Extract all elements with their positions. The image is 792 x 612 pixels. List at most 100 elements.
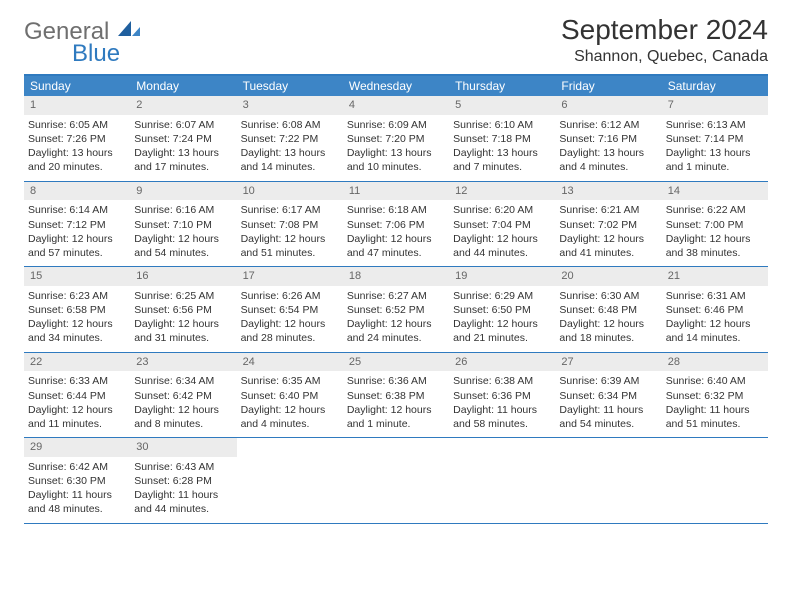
day-number: 11 [343, 182, 449, 201]
day-cell: 3Sunrise: 6:08 AMSunset: 7:22 PMDaylight… [237, 96, 343, 181]
day-line-d1: Daylight: 12 hours [24, 403, 130, 417]
day-line-ss: Sunset: 6:46 PM [662, 303, 768, 317]
day-line-d2: and 51 minutes. [662, 417, 768, 431]
day-header-row: SundayMondayTuesdayWednesdayThursdayFrid… [24, 76, 768, 96]
day-cell: 17Sunrise: 6:26 AMSunset: 6:54 PMDayligh… [237, 267, 343, 352]
day-line-d1: Daylight: 11 hours [130, 488, 236, 502]
day-line-ss: Sunset: 7:00 PM [662, 218, 768, 232]
day-line-d2: and 41 minutes. [555, 246, 661, 260]
day-line-ss: Sunset: 7:04 PM [449, 218, 555, 232]
day-line-ss: Sunset: 7:24 PM [130, 132, 236, 146]
week-row: 15Sunrise: 6:23 AMSunset: 6:58 PMDayligh… [24, 267, 768, 353]
day-line-d2: and 20 minutes. [24, 160, 130, 174]
day-line-d1: Daylight: 12 hours [343, 403, 449, 417]
day-line-d2: and 7 minutes. [449, 160, 555, 174]
day-number: 12 [449, 182, 555, 201]
day-line-d1: Daylight: 12 hours [24, 232, 130, 246]
day-line-ss: Sunset: 6:50 PM [449, 303, 555, 317]
day-line-ss: Sunset: 6:38 PM [343, 389, 449, 403]
day-cell: 9Sunrise: 6:16 AMSunset: 7:10 PMDaylight… [130, 182, 236, 267]
day-number: 20 [555, 267, 661, 286]
day-line-d2: and 31 minutes. [130, 331, 236, 345]
day-line-d1: Daylight: 13 hours [662, 146, 768, 160]
day-cell: 26Sunrise: 6:38 AMSunset: 6:36 PMDayligh… [449, 353, 555, 438]
day-cell: 28Sunrise: 6:40 AMSunset: 6:32 PMDayligh… [662, 353, 768, 438]
day-line-d1: Daylight: 12 hours [662, 232, 768, 246]
day-line-d1: Daylight: 12 hours [130, 403, 236, 417]
day-line-d1: Daylight: 13 hours [24, 146, 130, 160]
day-line-d1: Daylight: 12 hours [555, 317, 661, 331]
day-line-sr: Sunrise: 6:31 AM [662, 289, 768, 303]
day-line-d1: Daylight: 12 hours [555, 232, 661, 246]
logo-sail-icon [118, 21, 140, 44]
day-number: 16 [130, 267, 236, 286]
day-line-sr: Sunrise: 6:23 AM [24, 289, 130, 303]
day-line-sr: Sunrise: 6:42 AM [24, 460, 130, 474]
day-cell: 18Sunrise: 6:27 AMSunset: 6:52 PMDayligh… [343, 267, 449, 352]
day-header: Friday [555, 76, 661, 96]
day-line-sr: Sunrise: 6:17 AM [237, 203, 343, 217]
day-line-sr: Sunrise: 6:33 AM [24, 374, 130, 388]
day-line-d2: and 38 minutes. [662, 246, 768, 260]
day-line-sr: Sunrise: 6:38 AM [449, 374, 555, 388]
day-line-sr: Sunrise: 6:43 AM [130, 460, 236, 474]
day-cell: 23Sunrise: 6:34 AMSunset: 6:42 PMDayligh… [130, 353, 236, 438]
day-line-d2: and 18 minutes. [555, 331, 661, 345]
day-number: 21 [662, 267, 768, 286]
day-line-d2: and 4 minutes. [237, 417, 343, 431]
day-line-sr: Sunrise: 6:12 AM [555, 118, 661, 132]
day-number: 4 [343, 96, 449, 115]
day-line-d2: and 47 minutes. [343, 246, 449, 260]
day-line-d1: Daylight: 13 hours [555, 146, 661, 160]
day-line-sr: Sunrise: 6:34 AM [130, 374, 236, 388]
day-cell: 21Sunrise: 6:31 AMSunset: 6:46 PMDayligh… [662, 267, 768, 352]
day-cell: 7Sunrise: 6:13 AMSunset: 7:14 PMDaylight… [662, 96, 768, 181]
day-line-sr: Sunrise: 6:29 AM [449, 289, 555, 303]
day-cell: 12Sunrise: 6:20 AMSunset: 7:04 PMDayligh… [449, 182, 555, 267]
day-line-d1: Daylight: 13 hours [343, 146, 449, 160]
day-line-d1: Daylight: 12 hours [237, 317, 343, 331]
day-cell: 6Sunrise: 6:12 AMSunset: 7:16 PMDaylight… [555, 96, 661, 181]
day-line-sr: Sunrise: 6:05 AM [24, 118, 130, 132]
day-line-d1: Daylight: 11 hours [662, 403, 768, 417]
day-line-ss: Sunset: 6:32 PM [662, 389, 768, 403]
day-number: 13 [555, 182, 661, 201]
day-line-ss: Sunset: 7:22 PM [237, 132, 343, 146]
day-header: Saturday [662, 76, 768, 96]
day-cell: 19Sunrise: 6:29 AMSunset: 6:50 PMDayligh… [449, 267, 555, 352]
day-line-d2: and 44 minutes. [130, 502, 236, 516]
day-number: 27 [555, 353, 661, 372]
day-line-ss: Sunset: 6:40 PM [237, 389, 343, 403]
day-line-d1: Daylight: 11 hours [24, 488, 130, 502]
day-number: 25 [343, 353, 449, 372]
day-number: 7 [662, 96, 768, 115]
day-line-d1: Daylight: 12 hours [24, 317, 130, 331]
day-line-d1: Daylight: 13 hours [449, 146, 555, 160]
day-line-d2: and 10 minutes. [343, 160, 449, 174]
day-line-d2: and 48 minutes. [24, 502, 130, 516]
day-cell [555, 438, 661, 523]
day-line-ss: Sunset: 6:30 PM [24, 474, 130, 488]
day-line-d1: Daylight: 12 hours [237, 403, 343, 417]
day-line-d1: Daylight: 11 hours [449, 403, 555, 417]
day-line-ss: Sunset: 7:26 PM [24, 132, 130, 146]
day-number: 26 [449, 353, 555, 372]
day-line-d1: Daylight: 12 hours [449, 317, 555, 331]
day-number: 14 [662, 182, 768, 201]
day-cell: 24Sunrise: 6:35 AMSunset: 6:40 PMDayligh… [237, 353, 343, 438]
brand-blue: Blue [72, 42, 140, 66]
day-header: Tuesday [237, 76, 343, 96]
day-line-d1: Daylight: 12 hours [449, 232, 555, 246]
day-number: 1 [24, 96, 130, 115]
day-number: 30 [130, 438, 236, 457]
day-number: 6 [555, 96, 661, 115]
day-line-d2: and 24 minutes. [343, 331, 449, 345]
day-line-sr: Sunrise: 6:36 AM [343, 374, 449, 388]
day-number: 10 [237, 182, 343, 201]
day-line-sr: Sunrise: 6:25 AM [130, 289, 236, 303]
day-number: 5 [449, 96, 555, 115]
location: Shannon, Quebec, Canada [561, 48, 768, 66]
day-line-ss: Sunset: 7:18 PM [449, 132, 555, 146]
title-block: September 2024 Shannon, Quebec, Canada [561, 14, 768, 66]
day-line-d1: Daylight: 12 hours [130, 232, 236, 246]
